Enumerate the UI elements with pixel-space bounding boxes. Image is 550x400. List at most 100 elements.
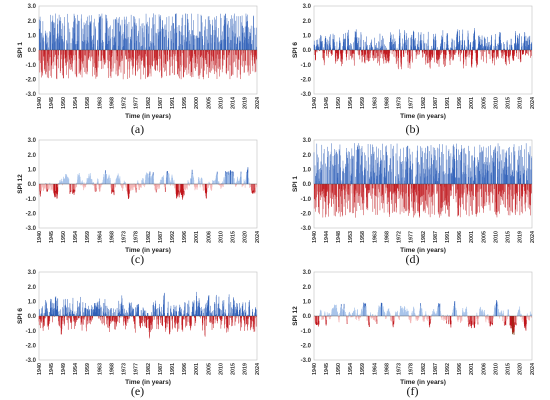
x-tick-label: 1978 xyxy=(134,231,140,243)
y-tick-label: 3.0 xyxy=(303,4,312,10)
x-tick-label: 1982 xyxy=(146,231,152,243)
x-tick-label: 1958 xyxy=(360,231,366,243)
x-tick-label: 1968 xyxy=(384,231,390,243)
x-tick-label: 2024 xyxy=(255,231,260,243)
y-tick-label: 1.0 xyxy=(28,34,37,40)
y-tick-label: 1.0 xyxy=(303,34,312,40)
y-tick-label: 0.0 xyxy=(28,314,37,320)
x-tick-label: 2005 xyxy=(206,363,212,375)
x-tick-label: 1968 xyxy=(109,231,115,243)
x-tick-label: 1954 xyxy=(73,363,79,375)
x-tick-label: 1940 xyxy=(37,363,43,375)
y-tick-label: 3.0 xyxy=(303,138,312,144)
x-tick-label: 1968 xyxy=(109,363,115,375)
x-tick-label: 1959 xyxy=(360,97,366,109)
x-tick-label: 1977 xyxy=(409,231,415,243)
x-tick-label: 2005 xyxy=(206,97,212,109)
x-tick-label: 1945 xyxy=(49,231,55,243)
y-tick-label: -1.0 xyxy=(26,329,37,335)
x-tick-label: 1959 xyxy=(85,363,91,375)
y-tick-label: 0.0 xyxy=(303,182,312,188)
y-tick-label: 3.0 xyxy=(28,270,37,276)
x-tick-label: 2001 xyxy=(469,231,475,243)
x-tick-label: 1987 xyxy=(433,97,439,109)
y-tick-label: 1.0 xyxy=(28,168,37,174)
series-bars xyxy=(38,167,258,200)
x-tick-label: 2001 xyxy=(469,97,475,109)
y-axis-label: SPI 6 xyxy=(292,42,299,58)
x-tick-label: 1950 xyxy=(61,231,67,243)
x-tick-label: 1950 xyxy=(336,97,342,109)
y-tick-label: -3.0 xyxy=(26,358,37,364)
y-tick-label: 2.0 xyxy=(28,153,37,159)
x-tick-label: 1940 xyxy=(312,231,318,243)
x-tick-label: 1996 xyxy=(457,97,463,109)
x-tick-label: 1996 xyxy=(182,231,188,243)
x-tick-label: 1963 xyxy=(372,97,378,109)
x-tick-label: 2014 xyxy=(231,97,237,109)
x-tick-label: 1973 xyxy=(122,231,128,243)
panel-label-b: (b) xyxy=(405,122,420,136)
x-tick-label: 2015 xyxy=(231,363,237,375)
x-tick-label: 1945 xyxy=(49,363,55,375)
x-tick-label: 2005 xyxy=(481,231,487,243)
x-tick-label: 2010 xyxy=(218,97,224,109)
x-tick-label: 1972 xyxy=(397,231,403,243)
series-bars xyxy=(313,143,533,218)
y-tick-label: -2.0 xyxy=(26,212,37,218)
y-tick-label: 3.0 xyxy=(28,4,37,10)
x-tick-label: 2006 xyxy=(206,231,212,243)
x-tick-label: 1991 xyxy=(445,97,451,109)
x-tick-label: 1940 xyxy=(37,231,43,243)
x-tick-label: 2024 xyxy=(255,363,260,375)
x-tick-label: 1940 xyxy=(37,97,43,109)
x-tick-label: 2010 xyxy=(493,231,499,243)
x-tick-label: 1987 xyxy=(433,231,439,243)
y-tick-label: 2.0 xyxy=(28,285,37,291)
x-tick-label: 1954 xyxy=(348,97,354,109)
x-tick-label: 1949 xyxy=(61,363,67,375)
x-axis-label: Time (in years) xyxy=(125,379,171,386)
x-tick-label: 1945 xyxy=(324,97,330,109)
x-tick-label: 2010 xyxy=(493,97,499,109)
x-tick-label: 1959 xyxy=(85,231,91,243)
chart-svg-d: 3.0 2.0 1.0 0.0 -1.0 -2.0 -3.0 SPI 1 1940 1944 194… xyxy=(292,138,535,254)
x-tick-label: 2024 xyxy=(530,97,535,109)
x-tick-label: 2000 xyxy=(194,97,200,109)
x-tick-label: 1968 xyxy=(109,97,115,109)
x-tick-label: 1973 xyxy=(397,97,403,109)
x-tick-label: 1987 xyxy=(158,97,164,109)
y-tick-label: -1.0 xyxy=(26,63,37,69)
x-tick-label: 1991 xyxy=(170,363,176,375)
y-axis-label: SPI 1 xyxy=(292,176,299,192)
x-tick-label: 2001 xyxy=(194,231,200,243)
x-axis-label: Time (in years) xyxy=(125,247,171,254)
y-tick-label: -2.0 xyxy=(301,212,312,218)
series-bars xyxy=(38,291,258,339)
y-tick-label: 0.0 xyxy=(28,48,37,54)
y-tick-label: 0.0 xyxy=(303,48,312,54)
x-tick-label: 1982 xyxy=(421,97,427,109)
x-tick-label: 2020 xyxy=(243,231,249,243)
chart-panel-e: 3.0 2.0 1.0 0.0 -1.0 -2.0 -3.0 SPI 6 1940 1945 194… xyxy=(15,268,260,388)
y-axis-label: SPI 1 xyxy=(17,42,24,58)
y-tick-label: 2.0 xyxy=(303,19,312,25)
chart-svg-b: 3.0 2.0 1.0 0.0 -1.0 -2.0 -3.0 SPI 6 1940 1945 195… xyxy=(292,4,535,120)
x-tick-label: 2015 xyxy=(506,97,512,109)
x-tick-label: 1963 xyxy=(97,97,103,109)
x-tick-label: 2010 xyxy=(218,363,224,375)
series-bars xyxy=(38,13,258,80)
x-tick-label: 1954 xyxy=(73,231,79,243)
y-tick-label: 1.0 xyxy=(28,300,37,306)
y-tick-label: 0.0 xyxy=(28,182,37,188)
x-tick-label: 1963 xyxy=(372,231,378,243)
x-tick-label: 1982 xyxy=(146,363,152,375)
y-tick-label: -3.0 xyxy=(301,92,312,98)
x-tick-label: 1991 xyxy=(445,231,451,243)
x-tick-label: 1945 xyxy=(49,97,55,109)
y-tick-label: -3.0 xyxy=(301,226,312,232)
x-tick-label: 1992 xyxy=(170,231,176,243)
x-tick-label: 1950 xyxy=(61,97,67,109)
x-tick-label: 1977 xyxy=(134,363,140,375)
x-tick-label: 1963 xyxy=(97,363,103,375)
